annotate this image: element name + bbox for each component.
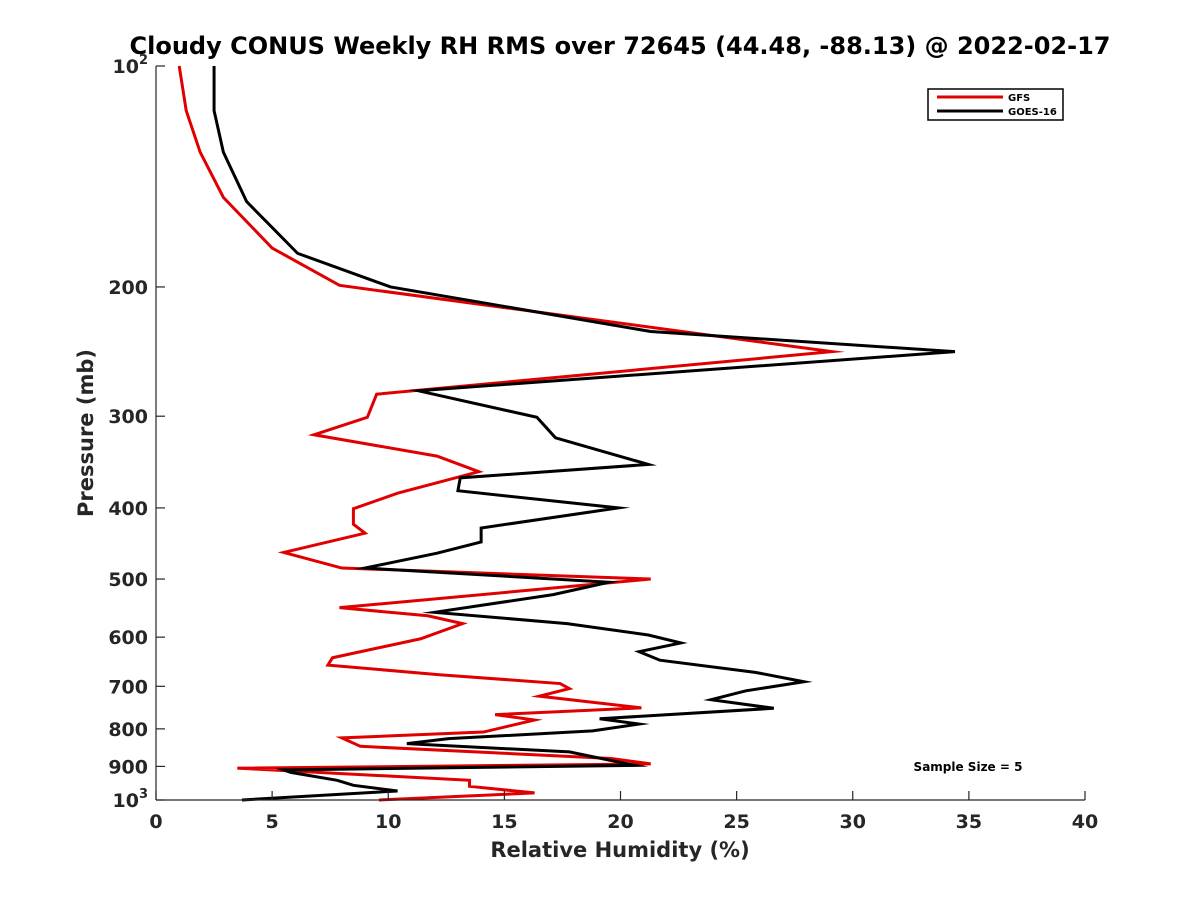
y-tick-label: 600 <box>108 627 148 649</box>
y-tick-label: 103 <box>113 787 149 812</box>
sample-size-annotation: Sample Size = 5 <box>914 760 1023 774</box>
x-axis-ticks: 0 5 10 15 20 25 30 35 40 <box>149 791 1098 833</box>
y-axis-ticks: 102 200 300 400 500 600 700 800 900 103 <box>108 53 165 812</box>
series-line-gfs <box>177 65 846 802</box>
y-axis-label: Pressure (mb) <box>74 349 98 517</box>
y-tick-label: 700 <box>108 676 148 698</box>
x-tick-label: 25 <box>723 811 749 833</box>
y-tick-label: 400 <box>108 498 148 520</box>
y-tick-label: 900 <box>108 756 148 778</box>
x-tick-label: 30 <box>840 811 866 833</box>
legend-box <box>927 88 1064 121</box>
x-tick-label: 40 <box>1072 811 1098 833</box>
x-tick-label: 5 <box>266 811 279 833</box>
series-layer <box>177 65 956 802</box>
legend: GFS GOES-16 <box>927 88 1064 121</box>
x-tick-label: 35 <box>956 811 982 833</box>
series-line-goes-16 <box>212 66 956 802</box>
legend-label-goes-16: GOES-16 <box>1008 107 1057 118</box>
x-tick-label: 20 <box>607 811 633 833</box>
y-tick-label: 300 <box>108 406 148 428</box>
x-tick-label: 0 <box>149 811 162 833</box>
chart-title: Cloudy CONUS Weekly RH RMS over 72645 (4… <box>130 32 1111 60</box>
y-tick-label: 500 <box>108 569 148 591</box>
x-axis-label: Relative Humidity (%) <box>490 838 749 862</box>
y-tick-label: 102 <box>113 53 149 78</box>
y-tick-label: 800 <box>108 719 148 741</box>
legend-label-gfs: GFS <box>1008 93 1030 104</box>
x-tick-label: 15 <box>491 811 517 833</box>
axes <box>155 66 1085 801</box>
y-tick-label: 200 <box>108 277 148 299</box>
x-tick-label: 10 <box>375 811 401 833</box>
